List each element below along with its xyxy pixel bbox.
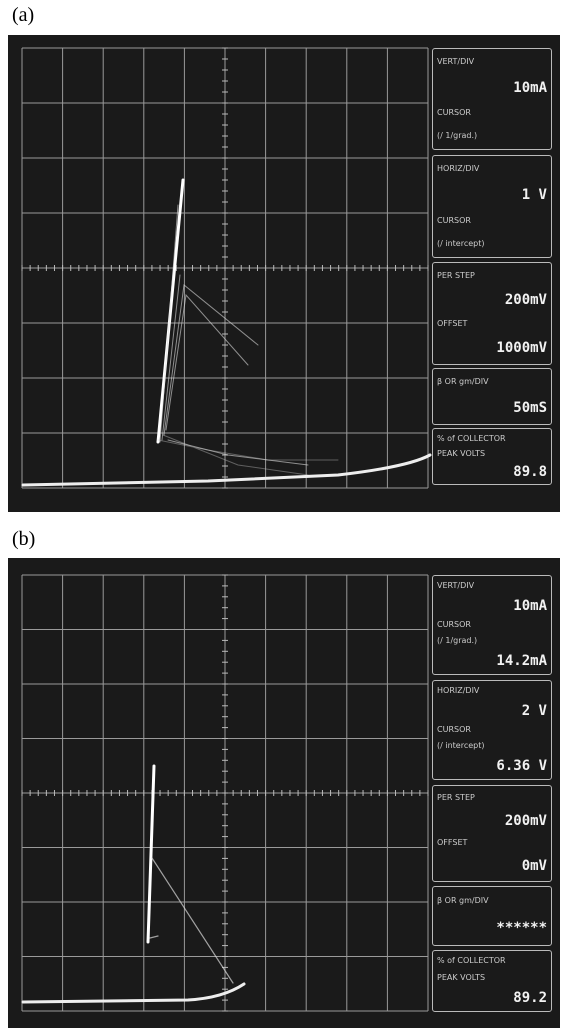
panel-label: (b) (12, 528, 36, 550)
readout-value: 89.8 (513, 463, 547, 480)
readout-label: CURSOR (437, 108, 471, 118)
trace (149, 857, 234, 984)
readout-label: VERT/DIV (437, 581, 475, 591)
readout-box: β OR gm/DIV 50mS (432, 368, 552, 425)
readout-label: CURSOR (437, 619, 471, 629)
panel-label: (a) (12, 4, 35, 26)
readout-value: 10mA (513, 597, 547, 614)
readout-box: β OR gm/DIV ****** (432, 886, 552, 946)
readout-label: OFFSET (437, 319, 468, 329)
readout-value: 10mA (513, 79, 547, 96)
readout-box: HORIZ/DIV 1 V CURSOR (/ intercept) (432, 155, 552, 258)
readout-label: β OR gm/DIV (437, 896, 489, 905)
readout-label: HORIZ/DIV (437, 686, 480, 696)
readout-label: CURSOR (437, 724, 471, 734)
readout-value: 89.2 (513, 989, 547, 1006)
trace (21, 453, 432, 487)
readout-box: % of COLLECTOR PEAK VOLTS 89.8 (432, 428, 552, 485)
readout-box: % of COLLECTOR PEAK VOLTS 89.2 (432, 950, 552, 1012)
readout-value: 200mV (504, 291, 547, 308)
readout-label: % of COLLECTOR (437, 433, 506, 443)
trace (146, 764, 156, 944)
readout-value: 200mV (504, 812, 547, 829)
graticule (21, 47, 432, 489)
readout-label: PEAK VOLTS (437, 972, 486, 982)
readout-value: 1 V (521, 187, 547, 204)
readout-label: OFFSET (437, 838, 468, 848)
readout-value: 2 V (521, 702, 547, 719)
graticule (21, 574, 429, 1012)
readout-box: VERT/DIV 10mA CURSOR (/ 1/grad.) 14.2mA (432, 575, 552, 675)
readout-label: % of COLLECTOR (437, 956, 506, 966)
readout-label: VERT/DIV (437, 57, 475, 67)
readout-label: (/ intercept) (437, 238, 485, 248)
readout-value: ****** (496, 920, 547, 936)
scope-screen: VERT/DIV 10mA CURSOR (/ 1/grad.) 14.2mA HORIZ… (8, 558, 560, 1028)
readout-box: VERT/DIV 10mA CURSOR (/ 1/grad.) (432, 48, 552, 150)
readout-value: 14.2mA (496, 652, 547, 669)
readout-box: HORIZ/DIV 2 V CURSOR (/ intercept) 6.36 V (432, 680, 552, 780)
readout-label: (/ 1/grad.) (437, 130, 478, 140)
readout-label: (/ 1/grad.) (437, 636, 478, 646)
trace (156, 178, 185, 444)
readout-label: CURSOR (437, 215, 471, 225)
readout-value: 50mS (513, 399, 547, 416)
readout-value: 6.36 V (496, 757, 547, 774)
scope-screen: VERT/DIV 10mA CURSOR (/ 1/grad.) HORIZ/DIV 1 … (8, 35, 560, 512)
readout-box: PER STEP 200mV OFFSET 0mV (432, 785, 552, 882)
readout-label: (/ intercept) (437, 741, 485, 751)
readout-label: PEAK VOLTS (437, 448, 486, 458)
readout-label: β OR gm/DIV (437, 377, 489, 387)
readout-label: HORIZ/DIV (437, 164, 480, 174)
readout-label: PER STEP (437, 792, 475, 802)
readout-label: PER STEP (437, 270, 475, 280)
readout-value: 0mV (521, 858, 547, 875)
readout-value: 1000mV (496, 340, 547, 357)
trace (157, 434, 339, 476)
trace (21, 982, 246, 1004)
readout-box: PER STEP 200mV OFFSET 1000mV (432, 262, 552, 365)
trace (159, 204, 309, 466)
